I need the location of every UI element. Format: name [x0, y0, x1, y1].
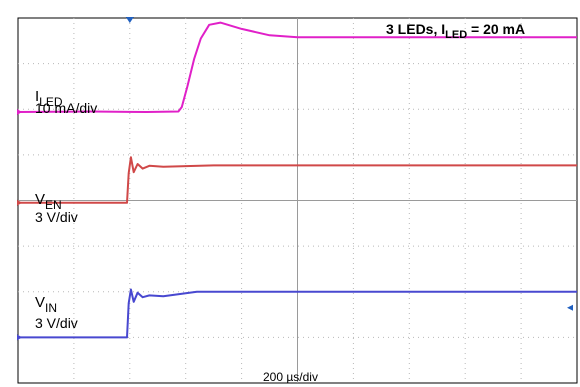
traces [17, 21, 577, 341]
series-scale-iled: 10 mA/div [35, 100, 97, 116]
ground-marker-icon [17, 199, 22, 206]
trigger-level-marker-icon [567, 304, 573, 311]
chart-title: 3 LEDs, ILED = 20 mA [386, 21, 525, 41]
series-name-vin: VIN [35, 294, 57, 315]
series-scale-vin: 3 V/div [35, 315, 78, 331]
ground-marker-icon [17, 108, 22, 115]
time-scale-label: 200 µs/div [263, 370, 318, 384]
trigger-marker-icon [125, 17, 134, 23]
trace-iled [17, 21, 577, 113]
trace-vin [18, 288, 577, 339]
trace-ven [18, 156, 577, 204]
series-name-ven: VEN [35, 191, 62, 212]
series-name-iled: ILED [35, 88, 63, 109]
ground-marker-icon [17, 334, 22, 341]
series-scale-ven: 3 V/div [35, 209, 78, 225]
